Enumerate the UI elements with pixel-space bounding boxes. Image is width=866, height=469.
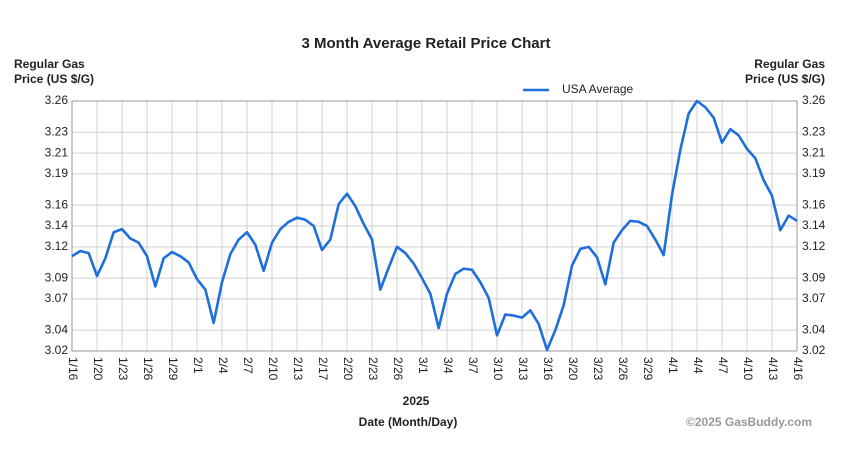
legend-label: USA Average: [562, 82, 633, 96]
y2-tick-label: 3.26: [802, 93, 826, 107]
x-tick-label: 1/16: [66, 357, 80, 381]
x-tick-label: 1/29: [166, 357, 180, 381]
y-tick-label: 3.04: [45, 322, 69, 336]
x-tick-label: 4/13: [766, 357, 780, 381]
chart-title: 3 Month Average Retail Price Chart: [302, 35, 551, 52]
y-tick-label: 3.09: [45, 270, 69, 284]
y-axis-label: Regular Gas: [14, 57, 85, 71]
y-tick-label: 3.26: [45, 93, 69, 107]
y2-tick-label: 3.16: [802, 197, 826, 211]
y2-tick-label: 3.02: [802, 343, 826, 357]
y-axis-label: Price (US $/G): [14, 72, 94, 86]
x-tick-label: 2/4: [216, 357, 230, 374]
x-tick-label: 2/13: [291, 357, 305, 381]
x-tick-label: 4/4: [691, 357, 705, 374]
y2-tick-label: 3.21: [802, 145, 826, 159]
x-tick-label: 3/20: [566, 357, 580, 381]
y2-tick-label: 3.04: [802, 322, 826, 336]
y2-tick-label: 3.19: [802, 166, 826, 180]
y2-tick-label: 3.09: [802, 270, 826, 284]
x-tick-label: 3/10: [491, 357, 505, 381]
y2-tick-label: 3.07: [802, 291, 826, 305]
y2-tick-label: 3.12: [802, 239, 826, 253]
x-tick-label: 2/1: [191, 357, 205, 374]
x-tick-label: 3/1: [416, 357, 430, 374]
y-tick-label: 3.12: [45, 239, 69, 253]
y-tick-label: 3.16: [45, 197, 69, 211]
y-tick-label: 3.19: [45, 166, 69, 180]
y-tick-label: 3.14: [45, 218, 69, 232]
x-tick-label: 3/13: [516, 357, 530, 381]
x-tick-label: 4/10: [741, 357, 755, 381]
x-tick-label: 3/29: [641, 357, 655, 381]
credit: ©2025 GasBuddy.com: [686, 415, 812, 429]
data-line: [71, 99, 798, 352]
x-tick-label: 3/23: [591, 357, 605, 381]
y-tick-label: 3.07: [45, 291, 69, 305]
y-tick-label: 3.02: [45, 343, 69, 357]
x-tick-label: 4/16: [791, 357, 805, 381]
x-tick-label: 3/4: [441, 357, 455, 374]
x-tick-label: 1/20: [91, 357, 105, 381]
x-tick-label: 2/17: [316, 357, 330, 381]
y-tick-label: 3.23: [45, 124, 69, 138]
y-tick-label: 3.21: [45, 145, 69, 159]
y2-axis-label: Price (US $/G): [745, 72, 825, 86]
x-tick-label: 2/23: [366, 357, 380, 381]
y2-tick-label: 3.14: [802, 218, 826, 232]
y2-tick-label: 3.23: [802, 124, 826, 138]
x-axis-sublabel: 2025: [403, 394, 430, 408]
plot-border: [71, 100, 798, 352]
x-tick-label: 4/7: [716, 357, 730, 374]
x-axis-label: Date (Month/Day): [359, 415, 458, 429]
x-tick-label: 1/23: [116, 357, 130, 381]
x-tick-label: 1/26: [141, 357, 155, 381]
x-tick-label: 2/20: [341, 357, 355, 381]
x-tick-label: 3/16: [541, 357, 555, 381]
y2-axis-label: Regular Gas: [754, 57, 825, 71]
x-tick-label: 2/26: [391, 357, 405, 381]
x-tick-label: 2/10: [266, 357, 280, 381]
x-tick-label: 3/7: [466, 357, 480, 374]
x-tick-label: 2/7: [241, 357, 255, 374]
x-tick-label: 3/26: [616, 357, 630, 381]
x-tick-label: 4/1: [666, 357, 680, 374]
